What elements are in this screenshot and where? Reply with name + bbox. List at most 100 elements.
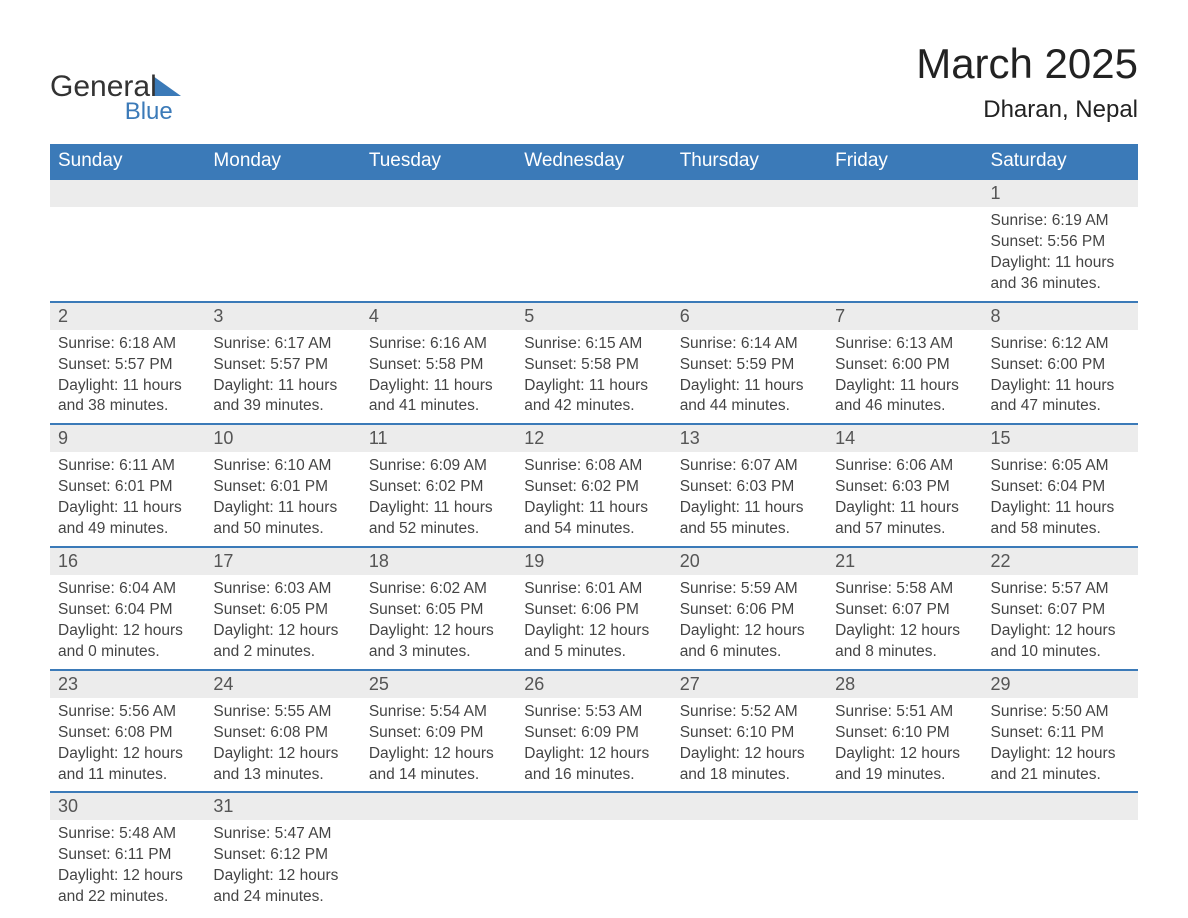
day-data-empty bbox=[361, 207, 516, 277]
daylight-text: Daylight: 12 hours and 14 minutes. bbox=[369, 744, 508, 786]
sunrise-text: Sunrise: 6:03 AM bbox=[213, 579, 352, 600]
sunset-text: Sunset: 5:58 PM bbox=[369, 355, 508, 376]
sunset-text: Sunset: 6:09 PM bbox=[369, 723, 508, 744]
sunrise-text: Sunrise: 5:58 AM bbox=[835, 579, 974, 600]
day-number: 24 bbox=[205, 671, 360, 698]
day-data: Sunrise: 6:16 AMSunset: 5:58 PMDaylight:… bbox=[361, 330, 516, 424]
day-data: Sunrise: 5:57 AMSunset: 6:07 PMDaylight:… bbox=[983, 575, 1138, 669]
sunrise-text: Sunrise: 6:11 AM bbox=[58, 456, 197, 477]
day-number-empty bbox=[50, 180, 205, 207]
sunrise-text: Sunrise: 6:16 AM bbox=[369, 334, 508, 355]
day-data-empty bbox=[983, 820, 1138, 890]
day-data-empty bbox=[827, 820, 982, 890]
day-data-empty bbox=[205, 207, 360, 277]
day-data: Sunrise: 5:56 AMSunset: 6:08 PMDaylight:… bbox=[50, 698, 205, 792]
sunrise-text: Sunrise: 6:12 AM bbox=[991, 334, 1130, 355]
sunrise-text: Sunrise: 6:13 AM bbox=[835, 334, 974, 355]
sunset-text: Sunset: 5:59 PM bbox=[680, 355, 819, 376]
sunset-text: Sunset: 6:08 PM bbox=[58, 723, 197, 744]
day-number: 14 bbox=[827, 425, 982, 452]
day-number: 13 bbox=[672, 425, 827, 452]
sunset-text: Sunset: 6:06 PM bbox=[524, 600, 663, 621]
calendar-cell bbox=[516, 179, 671, 302]
title-block: March 2025 Dharan, Nepal bbox=[916, 40, 1138, 124]
daylight-text: Daylight: 12 hours and 24 minutes. bbox=[213, 866, 352, 908]
sunrise-text: Sunrise: 5:52 AM bbox=[680, 702, 819, 723]
daylight-text: Daylight: 12 hours and 2 minutes. bbox=[213, 621, 352, 663]
calendar-cell: 27Sunrise: 5:52 AMSunset: 6:10 PMDayligh… bbox=[672, 670, 827, 793]
sunset-text: Sunset: 5:57 PM bbox=[213, 355, 352, 376]
day-number: 7 bbox=[827, 303, 982, 330]
day-data: Sunrise: 6:08 AMSunset: 6:02 PMDaylight:… bbox=[516, 452, 671, 546]
sunrise-text: Sunrise: 6:10 AM bbox=[213, 456, 352, 477]
day-data: Sunrise: 6:07 AMSunset: 6:03 PMDaylight:… bbox=[672, 452, 827, 546]
daylight-text: Daylight: 12 hours and 21 minutes. bbox=[991, 744, 1130, 786]
day-data: Sunrise: 6:17 AMSunset: 5:57 PMDaylight:… bbox=[205, 330, 360, 424]
daylight-text: Daylight: 12 hours and 0 minutes. bbox=[58, 621, 197, 663]
day-number-empty bbox=[672, 793, 827, 820]
calendar-cell: 26Sunrise: 5:53 AMSunset: 6:09 PMDayligh… bbox=[516, 670, 671, 793]
day-number: 28 bbox=[827, 671, 982, 698]
sunrise-text: Sunrise: 5:50 AM bbox=[991, 702, 1130, 723]
sunset-text: Sunset: 6:01 PM bbox=[213, 477, 352, 498]
calendar-cell: 2Sunrise: 6:18 AMSunset: 5:57 PMDaylight… bbox=[50, 302, 205, 425]
day-number: 17 bbox=[205, 548, 360, 575]
calendar-cell: 15Sunrise: 6:05 AMSunset: 6:04 PMDayligh… bbox=[983, 424, 1138, 547]
day-number-empty bbox=[983, 793, 1138, 820]
day-number: 8 bbox=[983, 303, 1138, 330]
day-number: 3 bbox=[205, 303, 360, 330]
sunset-text: Sunset: 6:04 PM bbox=[58, 600, 197, 621]
calendar-cell bbox=[672, 179, 827, 302]
daylight-text: Daylight: 11 hours and 39 minutes. bbox=[213, 376, 352, 418]
daylight-text: Daylight: 11 hours and 47 minutes. bbox=[991, 376, 1130, 418]
calendar-cell: 6Sunrise: 6:14 AMSunset: 5:59 PMDaylight… bbox=[672, 302, 827, 425]
calendar-cell: 30Sunrise: 5:48 AMSunset: 6:11 PMDayligh… bbox=[50, 792, 205, 914]
daylight-text: Daylight: 12 hours and 6 minutes. bbox=[680, 621, 819, 663]
day-number-empty bbox=[361, 793, 516, 820]
sunrise-text: Sunrise: 6:14 AM bbox=[680, 334, 819, 355]
sunrise-text: Sunrise: 5:47 AM bbox=[213, 824, 352, 845]
calendar-cell: 20Sunrise: 5:59 AMSunset: 6:06 PMDayligh… bbox=[672, 547, 827, 670]
day-number: 27 bbox=[672, 671, 827, 698]
day-data: Sunrise: 6:19 AMSunset: 5:56 PMDaylight:… bbox=[983, 207, 1138, 301]
sunset-text: Sunset: 6:01 PM bbox=[58, 477, 197, 498]
daylight-text: Daylight: 12 hours and 11 minutes. bbox=[58, 744, 197, 786]
day-number-empty bbox=[205, 180, 360, 207]
calendar-cell bbox=[672, 792, 827, 914]
day-number: 1 bbox=[983, 180, 1138, 207]
day-number: 18 bbox=[361, 548, 516, 575]
daylight-text: Daylight: 11 hours and 36 minutes. bbox=[991, 253, 1130, 295]
day-number-empty bbox=[672, 180, 827, 207]
daylight-text: Daylight: 11 hours and 41 minutes. bbox=[369, 376, 508, 418]
calendar-cell bbox=[50, 179, 205, 302]
daylight-text: Daylight: 12 hours and 5 minutes. bbox=[524, 621, 663, 663]
sunset-text: Sunset: 6:10 PM bbox=[835, 723, 974, 744]
calendar-cell bbox=[361, 179, 516, 302]
calendar-cell: 8Sunrise: 6:12 AMSunset: 6:00 PMDaylight… bbox=[983, 302, 1138, 425]
weekday-header: Tuesday bbox=[361, 144, 516, 179]
calendar-header-row: SundayMondayTuesdayWednesdayThursdayFrid… bbox=[50, 144, 1138, 179]
day-data: Sunrise: 6:14 AMSunset: 5:59 PMDaylight:… bbox=[672, 330, 827, 424]
sunset-text: Sunset: 6:07 PM bbox=[991, 600, 1130, 621]
day-data: Sunrise: 5:52 AMSunset: 6:10 PMDaylight:… bbox=[672, 698, 827, 792]
calendar-cell: 14Sunrise: 6:06 AMSunset: 6:03 PMDayligh… bbox=[827, 424, 982, 547]
day-data: Sunrise: 6:18 AMSunset: 5:57 PMDaylight:… bbox=[50, 330, 205, 424]
sunrise-text: Sunrise: 5:54 AM bbox=[369, 702, 508, 723]
sunrise-text: Sunrise: 5:57 AM bbox=[991, 579, 1130, 600]
daylight-text: Daylight: 11 hours and 50 minutes. bbox=[213, 498, 352, 540]
day-number: 23 bbox=[50, 671, 205, 698]
calendar-cell: 29Sunrise: 5:50 AMSunset: 6:11 PMDayligh… bbox=[983, 670, 1138, 793]
sunset-text: Sunset: 6:06 PM bbox=[680, 600, 819, 621]
day-number-empty bbox=[516, 180, 671, 207]
sunset-text: Sunset: 5:57 PM bbox=[58, 355, 197, 376]
calendar-cell: 1Sunrise: 6:19 AMSunset: 5:56 PMDaylight… bbox=[983, 179, 1138, 302]
daylight-text: Daylight: 12 hours and 10 minutes. bbox=[991, 621, 1130, 663]
calendar-cell: 22Sunrise: 5:57 AMSunset: 6:07 PMDayligh… bbox=[983, 547, 1138, 670]
sunset-text: Sunset: 6:04 PM bbox=[991, 477, 1130, 498]
sunrise-text: Sunrise: 6:18 AM bbox=[58, 334, 197, 355]
day-data: Sunrise: 6:05 AMSunset: 6:04 PMDaylight:… bbox=[983, 452, 1138, 546]
calendar-week-row: 16Sunrise: 6:04 AMSunset: 6:04 PMDayligh… bbox=[50, 547, 1138, 670]
day-number: 15 bbox=[983, 425, 1138, 452]
calendar-cell: 17Sunrise: 6:03 AMSunset: 6:05 PMDayligh… bbox=[205, 547, 360, 670]
daylight-text: Daylight: 12 hours and 13 minutes. bbox=[213, 744, 352, 786]
